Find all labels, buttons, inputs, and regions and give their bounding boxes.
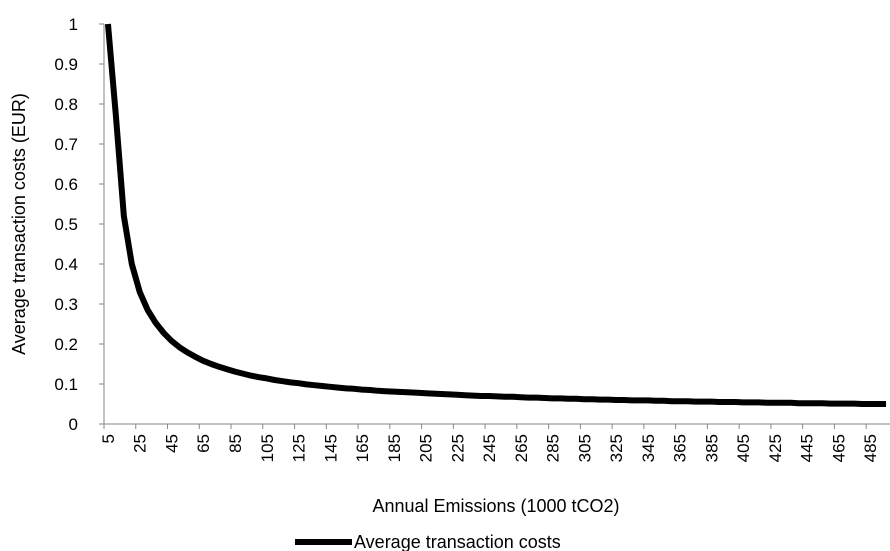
x-tick-label: 385 <box>702 434 721 462</box>
legend-label-average-transaction-costs: Average transaction costs <box>354 532 561 551</box>
x-axis-title: Annual Emissions (1000 tCO2) <box>372 496 619 516</box>
x-tick-label: 65 <box>194 434 213 453</box>
x-axis-ticks: 5 25 45 65 85 105 125 145 165 185 205 225 245 265 285 3… <box>99 424 880 462</box>
x-tick-label: 145 <box>321 434 340 462</box>
y-tick-label: 0.1 <box>54 375 78 394</box>
x-tick-label: 485 <box>861 434 880 462</box>
series-line-average-transaction-costs <box>104 23 887 407</box>
y-tick-label: 0.6 <box>54 175 78 194</box>
x-tick-label: 225 <box>448 434 467 462</box>
y-tick-label: 0.4 <box>54 255 78 274</box>
x-tick-label: 105 <box>258 434 277 462</box>
y-tick-label: 0 <box>69 415 78 434</box>
x-tick-label: 445 <box>798 434 817 462</box>
x-tick-label: 125 <box>290 434 309 462</box>
y-axis-ticks: 0 0.1 0.2 0.3 0.4 0.5 0.6 0.7 0.8 0.9 1 <box>54 15 104 434</box>
x-tick-label: 265 <box>512 434 531 462</box>
x-tick-label: 305 <box>575 434 594 462</box>
x-tick-label: 205 <box>417 434 436 462</box>
x-tick-label: 85 <box>226 434 245 453</box>
x-tick-label: 345 <box>639 434 658 462</box>
series-layer <box>104 23 887 407</box>
y-tick-label: 0.8 <box>54 95 78 114</box>
y-tick-label: 0.7 <box>54 135 78 154</box>
x-tick-label: 45 <box>162 434 181 453</box>
y-tick-label: 0.2 <box>54 335 78 354</box>
y-axis-title: Average transaction costs (EUR) <box>9 93 29 355</box>
y-tick-label: 0.9 <box>54 55 78 74</box>
y-tick-label: 1 <box>69 15 78 34</box>
x-tick-label: 425 <box>766 434 785 462</box>
legend: Average transaction costs <box>295 532 561 551</box>
x-tick-label: 165 <box>353 434 372 462</box>
x-tick-label: 5 <box>99 434 118 443</box>
x-tick-label: 465 <box>829 434 848 462</box>
x-tick-label: 365 <box>671 434 690 462</box>
x-tick-label: 185 <box>385 434 404 462</box>
y-tick-label: 0.3 <box>54 295 78 314</box>
x-tick-label: 25 <box>131 434 150 453</box>
x-tick-label: 325 <box>607 434 626 462</box>
x-tick-label: 245 <box>480 434 499 462</box>
x-tick-label: 285 <box>544 434 563 462</box>
y-tick-label: 0.5 <box>54 215 78 234</box>
x-tick-label: 405 <box>734 434 753 462</box>
